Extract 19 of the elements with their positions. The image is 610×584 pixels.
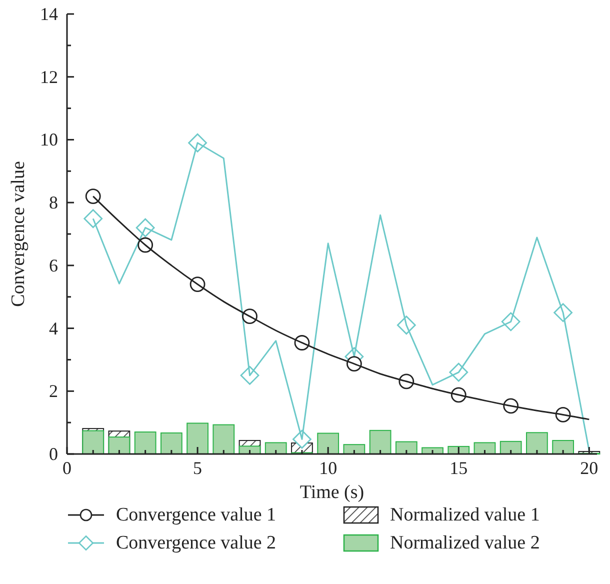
y-tick-label: 2 [49, 381, 58, 402]
x-tick-label: 20 [580, 458, 598, 478]
x-tick-label: 5 [193, 458, 202, 478]
x-axis-title: Time (s) [300, 482, 364, 503]
legend-label: Convergence value 1 [116, 504, 276, 526]
legend-label: Normalized value 1 [390, 504, 540, 526]
x-tick-label: 15 [450, 458, 468, 478]
x-tick-label: 10 [319, 458, 338, 478]
y-tick-label: 14 [40, 4, 58, 24]
legend-label: Normalized value 2 [390, 532, 540, 554]
y-tick-label: 0 [49, 444, 58, 464]
y-tick-label: 8 [49, 192, 58, 213]
y-tick-label: 10 [40, 130, 58, 150]
y-axis-title: Convergence value [8, 161, 29, 307]
x-tick-label: 0 [62, 458, 72, 478]
y-tick-label: 6 [49, 255, 58, 276]
y-tick-label: 12 [40, 66, 58, 87]
legend-label: Convergence value 2 [116, 532, 276, 554]
y-tick-label: 4 [49, 318, 58, 338]
